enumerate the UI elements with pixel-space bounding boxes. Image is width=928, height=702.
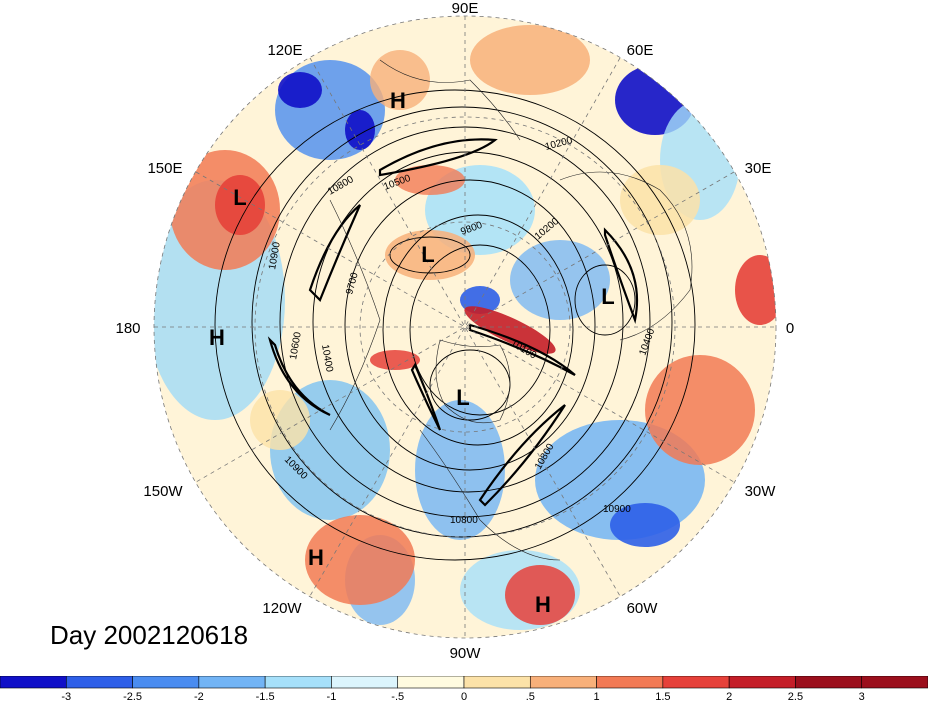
contour-label: 10900 [603,504,631,515]
date-label: Day 2002120618 [50,620,249,650]
pressure-system-label: L [233,185,246,210]
colorbar-swatch [65,676,133,689]
colorbar-ticks: -3 -2.5 -2 -1.5 -1 -.5 0 .5 1 1.5 2 2.5 3 [61,691,864,702]
lon-label-60w: 60W [627,600,659,617]
colorbar-swatch [861,676,928,689]
colorbar-swatch [264,676,332,689]
contour-label: 10800 [450,515,478,526]
colorbar-tick-label: 1 [594,691,600,702]
longitude-labels: 90E 60E 30E 0 30W 60W 90W 120W 150W 180 … [115,0,794,662]
colorbar-tick-label: 0 [461,691,467,702]
colorbar-swatch [463,676,531,689]
height-contours [214,89,696,561]
lon-label-30w: 30W [745,483,777,500]
lon-label-0: 0 [786,320,794,337]
pressure-system-label: L [601,284,614,309]
jet-contours [267,138,639,507]
colorbar-swatches [0,676,928,689]
coastlines [329,59,693,561]
lon-label-120w: 120W [262,600,302,617]
pressure-system-labels: H L L H L L H H H H [209,88,615,617]
pressure-system-label: H [209,325,225,350]
anomaly-field [154,16,776,638]
lon-label-180: 180 [115,320,140,337]
lon-label-120e: 120E [267,42,302,59]
lon-label-30e: 30E [745,160,772,177]
colorbar: -3 -2.5 -2 -1.5 -1 -.5 0 .5 1 1.5 2 2.5 3 [0,676,928,702]
contour-label: 10900 [267,241,283,271]
colorbar-tick-label: -2.5 [123,691,142,702]
graticule [153,15,777,639]
colorbar-swatch [596,676,664,689]
colorbar-tick-label: -.5 [391,691,404,702]
pressure-system-label: H [390,88,406,113]
colorbar-tick-label: -1 [327,691,337,702]
lon-label-150w: 150W [143,483,183,500]
colorbar-tick-label: -2 [194,691,204,702]
pressure-system-label: H [535,592,551,617]
colorbar-swatch [132,676,200,689]
contour-label: 10600 [288,331,304,361]
colorbar-tick-label: .5 [526,691,535,702]
colorbar-swatch [331,676,399,689]
colorbar-tick-label: -1.5 [256,691,275,702]
colorbar-swatch [529,676,597,689]
colorbar-swatch [0,676,67,689]
colorbar-swatch [795,676,863,689]
colorbar-tick-label: 1.5 [655,691,670,702]
colorbar-tick-label: 2.5 [788,691,803,702]
pressure-system-label: H [308,545,324,570]
pressure-system-label: L [456,385,469,410]
colorbar-swatch [728,676,796,689]
colorbar-swatch [397,676,465,689]
colorbar-tick-label: 3 [859,691,865,702]
lon-label-150e: 150E [147,160,182,177]
pressure-system-label: L [421,242,434,267]
contour-label: 10400 [319,344,335,374]
colorbar-swatch [198,676,266,689]
colorbar-tick-label: -3 [61,691,71,702]
colorbar-tick-label: 2 [726,691,732,702]
lon-label-90w: 90W [450,645,482,662]
lon-label-90e: 90E [452,0,479,17]
colorbar-swatch [662,676,730,689]
lon-label-60e: 60E [627,42,654,59]
